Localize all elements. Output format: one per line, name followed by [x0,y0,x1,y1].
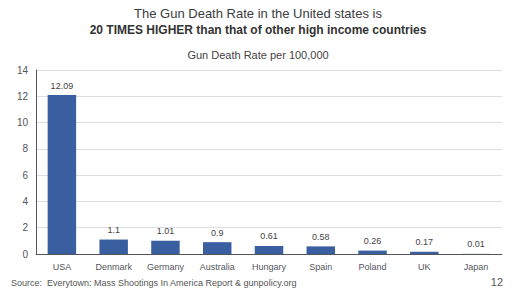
svg-text:2: 2 [22,222,28,233]
svg-text:Denmark: Denmark [95,262,132,272]
svg-text:10: 10 [17,117,29,128]
svg-text:The Gun Death Rate in the Unit: The Gun Death Rate in the United states … [134,6,382,21]
svg-text:20 TIMES HIGHER than that of o: 20 TIMES HIGHER than that of other high … [90,23,427,37]
svg-text:14: 14 [17,65,29,76]
svg-text:0.26: 0.26 [364,236,382,246]
svg-text:4: 4 [22,196,28,207]
svg-text:Australia: Australia [200,262,235,272]
svg-text:12.09: 12.09 [51,81,74,91]
svg-text:Poland: Poland [359,262,387,272]
svg-text:Spain: Spain [309,262,332,272]
svg-text:1.01: 1.01 [157,226,175,236]
svg-text:Germany: Germany [147,262,185,272]
svg-text:0.61: 0.61 [260,231,278,241]
svg-text:Gun Death Rate per 100,000: Gun Death Rate per 100,000 [187,49,328,61]
svg-text:Hungary: Hungary [252,262,287,272]
svg-text:UK: UK [418,262,431,272]
svg-text:8: 8 [22,143,28,154]
svg-text:12: 12 [491,276,503,288]
svg-text:0.58: 0.58 [312,232,330,242]
svg-text:Source: Everytown: Mass Shoot: Source: Everytown: Mass Shootings In Ame… [11,278,296,288]
svg-text:6: 6 [22,170,28,181]
svg-text:0.17: 0.17 [416,237,434,247]
svg-text:0.9: 0.9 [211,228,224,238]
svg-text:0.01: 0.01 [467,239,485,249]
svg-text:0: 0 [22,249,28,260]
svg-text:1.1: 1.1 [107,225,120,235]
svg-text:USA: USA [53,262,72,272]
svg-text:12: 12 [17,91,29,102]
svg-text:Japan: Japan [464,262,489,272]
